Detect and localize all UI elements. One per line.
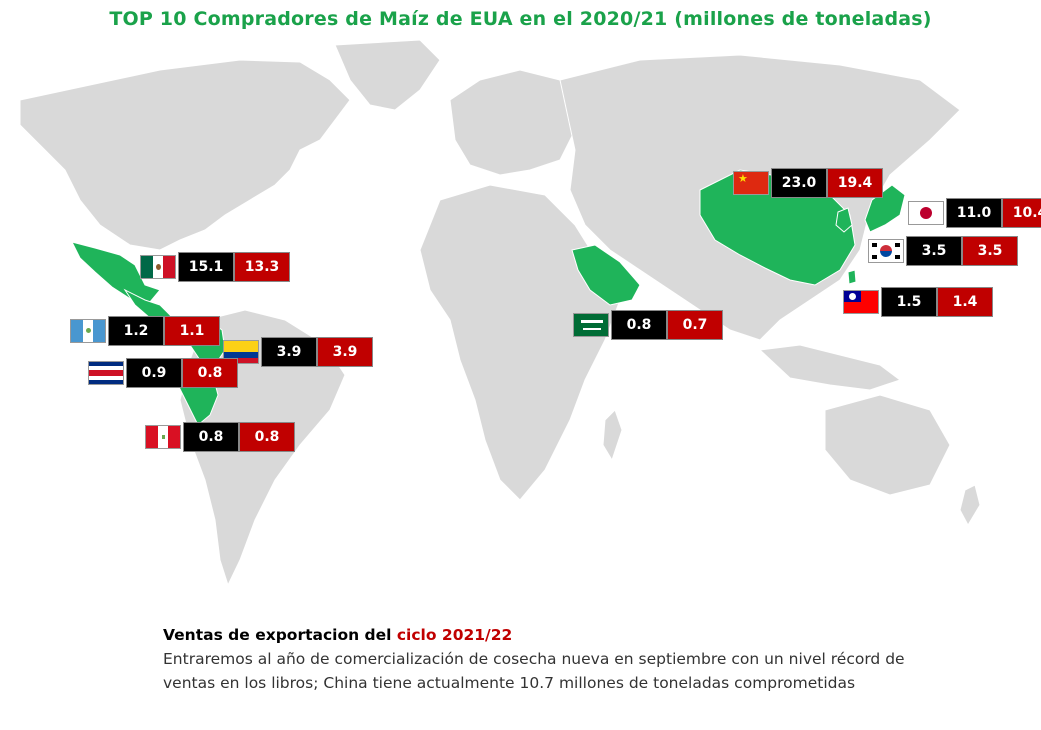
note-block: Ventas de exportacion del ciclo 2021/22 …: [163, 623, 923, 695]
value-japan-2020-21: 11.0: [946, 198, 1002, 228]
value-peru-2021-22: 0.8: [239, 422, 295, 452]
value-taiwan-2020-21: 1.5: [881, 287, 937, 317]
highlight-korea: [835, 207, 853, 233]
value-mexico-2020-21: 15.1: [178, 252, 234, 282]
value-costa-rica-2020-21: 0.9: [126, 358, 182, 388]
land-greenland: [334, 40, 441, 111]
marker-colombia: 3.9 3.9: [223, 337, 373, 367]
note-heading-highlight: ciclo 2021/22: [396, 626, 513, 644]
note-heading: Ventas de exportacion del ciclo 2021/22: [163, 623, 923, 647]
flag-taiwan-icon: [843, 290, 879, 314]
value-china-2020-21: 23.0: [771, 168, 827, 198]
land-africa: [419, 184, 621, 501]
marker-japan: 11.0 10.4: [908, 198, 1041, 228]
map-title: TOP 10 Compradores de Maíz de EUA en el …: [109, 8, 932, 30]
marker-mexico: 15.1 13.3: [140, 252, 290, 282]
highlight-taiwan: [847, 269, 857, 285]
land-europe: [449, 69, 581, 176]
land-new-zealand: [959, 484, 981, 527]
value-saudi-arabia-2020-21: 0.8: [611, 310, 667, 340]
note-body: Entraremos al año de comercialización de…: [163, 650, 905, 692]
highlight-japan: [864, 184, 906, 233]
flag-japan-icon: [908, 201, 944, 225]
value-costa-rica-2021-22: 0.8: [182, 358, 238, 388]
value-korea-2021-22: 3.5: [962, 236, 1018, 266]
flag-korea-icon: [868, 239, 904, 263]
value-taiwan-2021-22: 1.4: [937, 287, 993, 317]
value-japan-2021-22: 10.4: [1002, 198, 1041, 228]
marker-china: ★ 23.0 19.4: [733, 168, 883, 198]
value-colombia-2021-22: 3.9: [317, 337, 373, 367]
note-heading-text: Ventas de exportacion del: [163, 626, 397, 644]
land-north-america: [19, 59, 351, 251]
value-china-2021-22: 19.4: [827, 168, 883, 198]
value-colombia-2020-21: 3.9: [261, 337, 317, 367]
value-saudi-arabia-2021-22: 0.7: [667, 310, 723, 340]
flag-peru-icon: [145, 425, 181, 449]
land-madagascar: [602, 409, 623, 462]
marker-costa-rica: 0.9 0.8: [88, 358, 238, 388]
flag-saudi-arabia-icon: [573, 313, 609, 337]
value-guatemala-2020-21: 1.2: [108, 316, 164, 346]
value-mexico-2021-22: 13.3: [234, 252, 290, 282]
flag-mexico-icon: [140, 255, 176, 279]
marker-korea: 3.5 3.5: [868, 236, 1018, 266]
marker-peru: 0.8 0.8: [145, 422, 295, 452]
highlight-mexico: [71, 241, 161, 303]
flag-costa-rica-icon: [88, 361, 124, 385]
value-korea-2020-21: 3.5: [906, 236, 962, 266]
marker-saudi-arabia: 0.8 0.7: [573, 310, 723, 340]
marker-guatemala: 1.2 1.1: [70, 316, 220, 346]
value-guatemala-2021-22: 1.1: [164, 316, 220, 346]
value-peru-2020-21: 0.8: [183, 422, 239, 452]
marker-taiwan: 1.5 1.4: [843, 287, 993, 317]
land-indonesia: [758, 344, 902, 391]
flag-china-icon: ★: [733, 171, 769, 195]
land-australia: [824, 394, 951, 496]
flag-guatemala-icon: [70, 319, 106, 343]
highlight-saudi-arabia: [571, 244, 641, 306]
